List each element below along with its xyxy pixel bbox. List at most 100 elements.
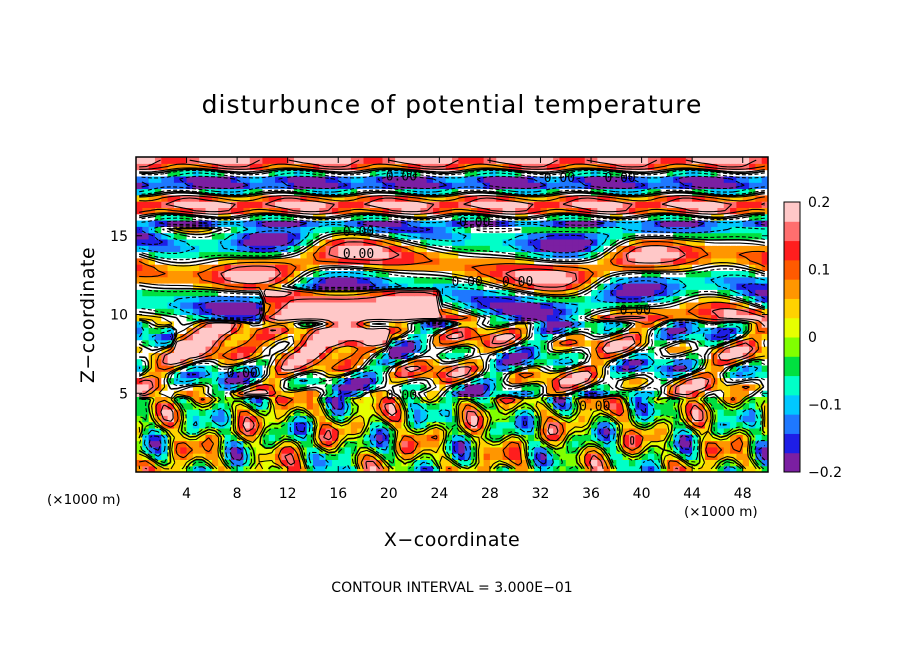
heatmap-cell [331, 364, 339, 372]
heatmap-cell [666, 251, 674, 259]
heatmap-cell [262, 175, 270, 183]
heatmap-cell [572, 371, 579, 379]
heatmap-cell [641, 415, 649, 423]
heatmap-cell [199, 346, 207, 353]
heatmap-cell [312, 238, 320, 246]
heatmap-cell [610, 402, 617, 410]
heatmap-cell [458, 220, 466, 227]
heatmap-cell [578, 327, 586, 334]
heatmap-cell [603, 465, 611, 472]
heatmap-cell [496, 371, 504, 379]
heatmap-cell [192, 396, 200, 404]
heatmap-cell [199, 301, 207, 309]
heatmap-cell [142, 194, 150, 202]
heatmap-cell [249, 232, 257, 240]
heatmap-cell [344, 157, 352, 164]
heatmap-cell [698, 232, 706, 240]
heatmap-cell [148, 232, 156, 240]
heatmap-cell [180, 440, 188, 448]
heatmap-cell [205, 409, 213, 416]
heatmap-cell [331, 333, 339, 341]
heatmap-cell [268, 270, 276, 278]
heatmap-cell [647, 188, 655, 196]
heatmap-cell [452, 207, 459, 215]
heatmap-cell [742, 446, 750, 454]
heatmap-cell [546, 371, 554, 379]
heatmap-cell [401, 264, 409, 271]
heatmap-cell [287, 453, 295, 460]
heatmap-cell [584, 371, 592, 379]
heatmap-cell [287, 327, 295, 334]
heatmap-cell [647, 314, 655, 322]
heatmap-cell [654, 339, 662, 347]
heatmap-cell [470, 251, 478, 259]
heatmap-cell [445, 301, 453, 309]
heatmap-cell [161, 440, 169, 448]
heatmap-cell [192, 301, 200, 309]
heatmap-cell [319, 251, 327, 259]
heatmap-cell [192, 245, 200, 253]
heatmap-cell [597, 238, 605, 246]
heatmap-cell [420, 188, 428, 196]
heatmap-cell [666, 308, 674, 316]
heatmap-cell [704, 358, 712, 366]
heatmap-cell [319, 339, 327, 347]
heatmap-cell [142, 295, 150, 303]
heatmap-cell [717, 283, 725, 290]
heatmap-cell [287, 390, 295, 397]
heatmap-cell [723, 415, 731, 423]
heatmap-cell [641, 427, 649, 435]
heatmap-cell [154, 308, 162, 316]
heatmap-cell [527, 264, 535, 271]
heatmap-cell [401, 245, 409, 253]
heatmap-cell [262, 427, 270, 435]
heatmap-cell [666, 226, 674, 234]
heatmap-cell [540, 371, 548, 379]
heatmap-cell [395, 320, 403, 328]
heatmap-cell [540, 327, 548, 334]
heatmap-cell [521, 427, 529, 435]
heatmap-cell [319, 390, 327, 397]
heatmap-cell [622, 270, 630, 278]
heatmap-cell [154, 251, 162, 259]
heatmap-cell [256, 213, 263, 221]
heatmap-cell [167, 295, 175, 303]
heatmap-cell [357, 251, 365, 259]
heatmap-cell [243, 257, 251, 265]
heatmap-cell [180, 169, 188, 177]
heatmap-cell [610, 157, 617, 164]
heatmap-cell [357, 465, 365, 472]
heatmap-cell [572, 358, 579, 366]
heatmap-cell [685, 352, 693, 360]
heatmap-cell [319, 415, 327, 423]
heatmap-cell [186, 232, 194, 240]
heatmap-cell [319, 245, 327, 253]
heatmap-cell [205, 377, 213, 385]
heatmap-cell [515, 465, 523, 472]
heatmap-cell [508, 327, 516, 334]
heatmap-cell [287, 421, 295, 429]
heatmap-cell [628, 226, 636, 234]
heatmap-cell [167, 371, 175, 379]
heatmap-cell [281, 264, 289, 271]
heatmap-cell [641, 434, 649, 442]
heatmap-cell [243, 409, 251, 416]
heatmap-cell [154, 283, 162, 290]
heatmap-cell [622, 320, 630, 328]
heatmap-cell [300, 257, 308, 265]
heatmap-cell [426, 402, 434, 410]
heatmap-cell [148, 346, 156, 353]
heatmap-cell [489, 371, 497, 379]
heatmap-cell [616, 453, 624, 460]
heatmap-cell [161, 201, 169, 208]
heatmap-cell [173, 182, 181, 190]
heatmap-cell [275, 346, 282, 353]
heatmap-cell [559, 453, 567, 460]
heatmap-cell [205, 251, 213, 259]
heatmap-cell [312, 251, 320, 259]
heatmap-cell [546, 339, 554, 347]
heatmap-cell [256, 346, 263, 353]
heatmap-cell [679, 289, 687, 297]
heatmap-cell [483, 364, 491, 372]
heatmap-cell [508, 251, 516, 259]
